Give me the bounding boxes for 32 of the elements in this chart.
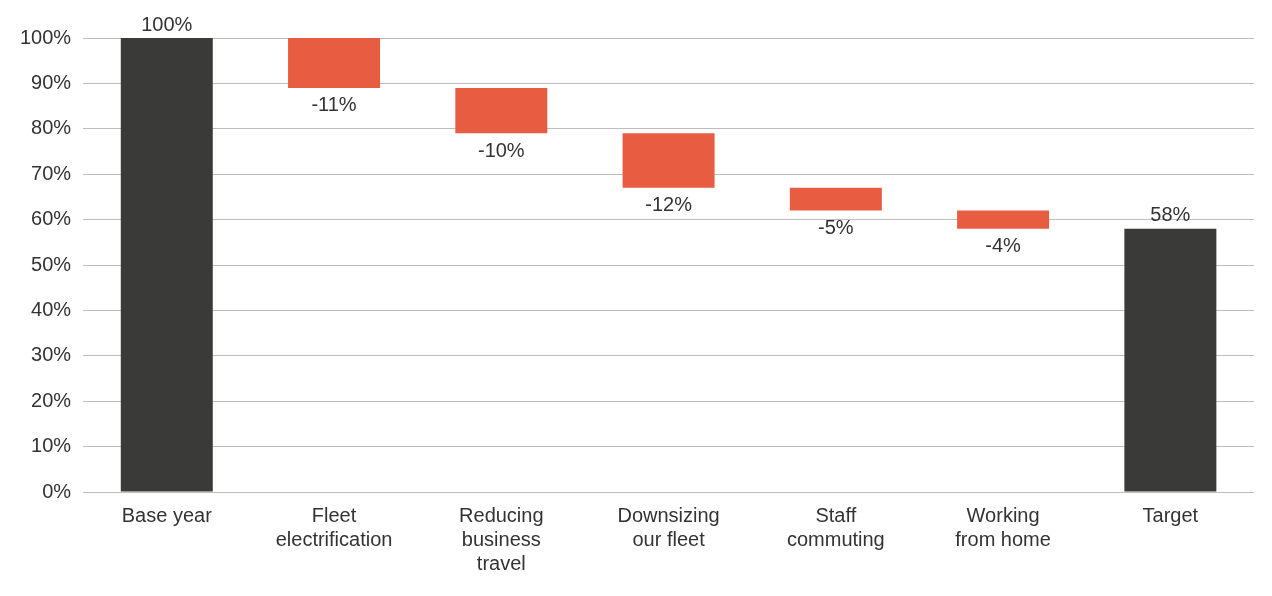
x-tick-label: Fleet electrification bbox=[275, 503, 393, 550]
y-tick-label: 50% bbox=[31, 252, 72, 275]
data-label: 100% bbox=[141, 12, 193, 35]
x-tick-label: Staff commuting bbox=[786, 503, 885, 550]
y-tick-label: 30% bbox=[31, 343, 72, 366]
data-label: -4% bbox=[985, 234, 1022, 257]
y-tick-label: 70% bbox=[31, 161, 72, 184]
y-tick-label: 80% bbox=[31, 116, 72, 139]
bar bbox=[288, 38, 381, 88]
data-label: -10% bbox=[477, 138, 525, 161]
bar bbox=[455, 87, 548, 134]
y-tick-label: 0% bbox=[42, 479, 72, 502]
x-tick-label: Working from home bbox=[955, 503, 1051, 550]
bar bbox=[1124, 228, 1217, 492]
bar bbox=[789, 187, 882, 211]
y-tick-label: 100% bbox=[20, 25, 72, 48]
data-label: -11% bbox=[311, 93, 357, 116]
y-tick-label: 20% bbox=[31, 388, 72, 411]
y-tick-label: 90% bbox=[31, 70, 72, 93]
y-tick-label: 10% bbox=[31, 434, 72, 457]
x-tick-label: Reducing business travel bbox=[459, 503, 544, 574]
bar bbox=[957, 210, 1050, 229]
data-label: 58% bbox=[1150, 203, 1191, 226]
bar bbox=[120, 38, 213, 492]
y-tick-label: 60% bbox=[31, 207, 72, 230]
x-tick-label: Downsizing our fleet bbox=[617, 503, 720, 550]
bar bbox=[622, 133, 715, 188]
x-tick-label: Target bbox=[1142, 503, 1199, 526]
data-label: -5% bbox=[818, 216, 854, 239]
y-tick-label: 40% bbox=[31, 297, 72, 320]
x-tick-label: Base year bbox=[121, 503, 213, 526]
data-label: -12% bbox=[645, 193, 693, 216]
